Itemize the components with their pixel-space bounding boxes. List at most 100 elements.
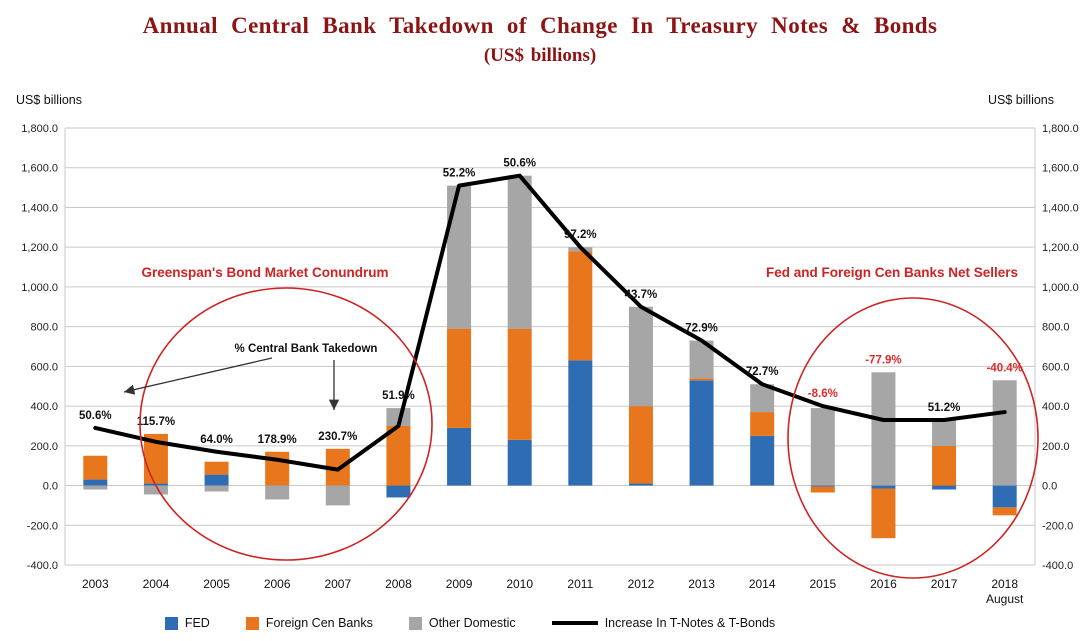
y-axis-tick-right: 1,800.0 [1042,123,1079,135]
right-net-sellers-ellipse [787,297,1039,579]
left-axis-unit-label: US$ billions [16,93,83,107]
bar-segment [83,485,108,490]
y-axis-tick-right: 200.0 [1042,441,1070,453]
bar-segment [689,380,714,486]
bar-segment [871,485,896,489]
point-label: 50.6% [79,410,112,422]
point-label: 115.7% [137,416,175,428]
legend-item-other-domestic: Other Domestic [408,616,516,630]
bar-segment [447,427,472,486]
bar-segment [204,485,229,492]
point-label: 52.2% [443,168,476,180]
bar-segment [992,485,1017,508]
x-axis-tick: 2007 [324,577,351,591]
bar-segment [932,419,957,446]
y-axis-tick-right: 800.0 [1042,322,1070,334]
legend-item-foreign-cen-banks: Foreign Cen Banks [245,616,373,630]
x-axis-tick: 2004 [143,577,170,591]
y-axis-tick-right: 1,400.0 [1042,202,1079,214]
x-axis-tick: 2014 [749,577,776,591]
x-axis-tick: 2006 [264,577,291,591]
bar-segment [568,360,593,486]
bar-segment [143,485,168,495]
bar-segment [507,439,532,486]
y-axis-tick-right: -200.0 [1042,520,1073,532]
bar-segment [568,251,593,361]
bar-segment [265,485,290,500]
annotation-arrow [123,357,273,395]
x-axis-tick: 2008 [385,577,412,591]
bar-segment [628,483,653,486]
point-label: 50.6% [503,158,536,170]
line-series [93,173,1007,472]
bar-segment [628,406,653,484]
bar-segment [992,507,1017,516]
bar-segment [386,425,411,486]
y-axis-tick-left: -200.0 [27,520,58,532]
y-axis-tick-left: 1,600.0 [21,163,58,175]
y-axis-tick-left: 1,200.0 [21,242,58,254]
y-axis-tick-right: 1,200.0 [1042,242,1079,254]
takedown-annotation-text: % Central Bank Takedown [235,343,378,355]
x-axis-tick: 2016 [870,577,897,591]
y-axis-tick-left: 600.0 [30,361,58,373]
point-label: -8.6% [808,388,838,400]
x-axis-tick: 2013 [688,577,715,591]
point-label: 51.2% [928,402,961,414]
x-axis-tick-sublabel: August [986,592,1024,606]
bar-segment [750,435,775,486]
legend-swatch-icon [408,616,422,630]
bar-segment [871,372,896,486]
y-axis-tick-left: 400.0 [30,401,58,413]
bar-segment [628,306,653,407]
chart-legend: FED Foreign Cen Banks Other Domestic Increa… [0,616,940,630]
legend-label: Other Domestic [428,616,516,630]
bar-segment [992,380,1017,486]
bar-segment [447,185,472,329]
y-axis-tick-left: 800.0 [30,322,58,334]
point-label: -77.9% [865,354,901,366]
bar-segment [83,479,108,486]
bar-segment [447,328,472,428]
y-axis-tick-right: 0.0 [1042,481,1057,493]
legend-line-swatch-icon [551,621,598,625]
bar-segment [689,378,714,381]
bar-segment [932,485,957,490]
point-label: 230.7% [318,431,357,443]
right-callout-text: Fed and Foreign Cen Banks Net Sellers [766,265,1018,280]
y-axis-tick-right: 1,000.0 [1042,282,1079,294]
y-axis-tick-left: -400.0 [27,560,58,572]
legend-item-fed: FED [164,616,210,630]
legend-label: FED [184,616,210,630]
bar-segment [507,175,532,329]
bar-segment [386,485,411,498]
bar-segment [871,488,896,539]
bar-segment [810,485,835,487]
bar-segment [204,461,229,475]
y-axis-tick-left: 1,000.0 [21,282,58,294]
y-axis-tick-left: 1,400.0 [21,202,58,214]
x-axis-tick: 2018 [991,577,1018,591]
bar-segment [750,412,775,436]
page-title: Annual Central Bank Takedown of Change I… [142,13,938,38]
bar-segment [507,328,532,440]
page-subtitle: (US$ billions) [483,45,597,66]
bar-segment [932,445,957,486]
legend-swatch-icon [164,616,178,630]
x-axis-tick: 2003 [82,577,109,591]
y-axis-tick-right: 600.0 [1042,361,1070,373]
y-axis-tick-right: -400.0 [1042,560,1073,572]
bar-segment [204,474,229,486]
y-axis-tick-right: 1,600.0 [1042,163,1079,175]
x-axis-tick: 2017 [931,577,958,591]
right-axis-unit-label: US$ billions [988,93,1055,107]
point-label: 97.2% [564,229,597,241]
legend-label: Foreign Cen Banks [265,616,373,630]
point-label: 64.0% [200,434,233,446]
bar-segment [83,455,108,480]
bar-segment [325,485,350,506]
x-axis-tick: 2012 [628,577,655,591]
x-axis-tick: 2010 [506,577,533,591]
x-axis-tick: 2011 [567,577,593,591]
